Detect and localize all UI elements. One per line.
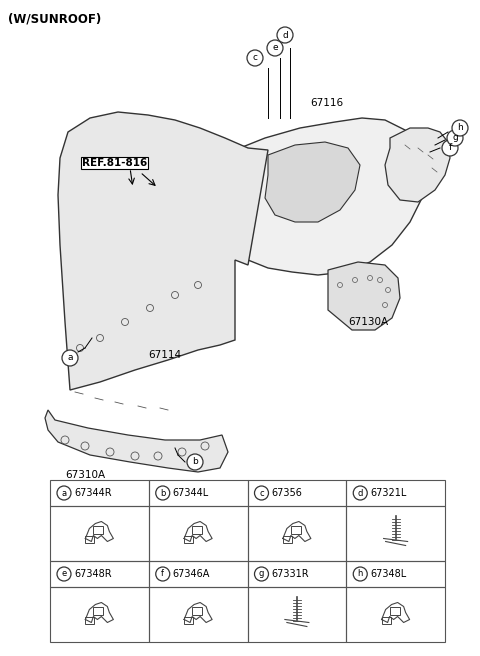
Circle shape [277,27,293,43]
Text: 67344R: 67344R [74,488,112,498]
Text: d: d [358,489,363,497]
Text: f: f [161,569,164,579]
Text: c: c [259,489,264,497]
Text: d: d [282,30,288,39]
Text: (W/SUNROOF): (W/SUNROOF) [8,12,101,25]
Text: 67321L: 67321L [370,488,407,498]
Circle shape [447,130,463,146]
Text: h: h [358,569,363,579]
Text: e: e [272,43,278,52]
Text: REF.81-816: REF.81-816 [82,158,147,168]
Text: g: g [259,569,264,579]
Text: 67130A: 67130A [348,317,388,327]
Circle shape [254,486,268,500]
Polygon shape [45,410,228,472]
Circle shape [254,567,268,581]
Text: 67344L: 67344L [173,488,209,498]
Text: e: e [61,569,67,579]
Text: h: h [457,123,463,133]
Text: 67346A: 67346A [173,569,210,579]
Text: b: b [160,489,166,497]
Text: b: b [192,457,198,466]
Text: 67114: 67114 [148,350,181,360]
Polygon shape [235,118,425,275]
Circle shape [156,567,170,581]
Circle shape [267,40,283,56]
Circle shape [187,454,203,470]
Text: 67348R: 67348R [74,569,112,579]
Circle shape [247,50,263,66]
Text: 67331R: 67331R [272,569,309,579]
Circle shape [452,120,468,136]
Polygon shape [385,128,450,202]
Text: 67348L: 67348L [370,569,407,579]
Circle shape [442,140,458,156]
Circle shape [57,567,71,581]
Text: 67310A: 67310A [65,470,105,480]
Text: a: a [61,489,67,497]
Text: a: a [67,354,73,363]
Circle shape [57,486,71,500]
Text: 67356: 67356 [272,488,302,498]
Circle shape [353,567,367,581]
Text: f: f [448,144,452,152]
Text: c: c [252,54,257,62]
Circle shape [156,486,170,500]
Polygon shape [328,262,400,330]
Circle shape [353,486,367,500]
Text: 67116: 67116 [310,98,343,108]
Polygon shape [265,142,360,222]
Text: g: g [452,134,458,142]
Circle shape [62,350,78,366]
Polygon shape [58,112,268,390]
